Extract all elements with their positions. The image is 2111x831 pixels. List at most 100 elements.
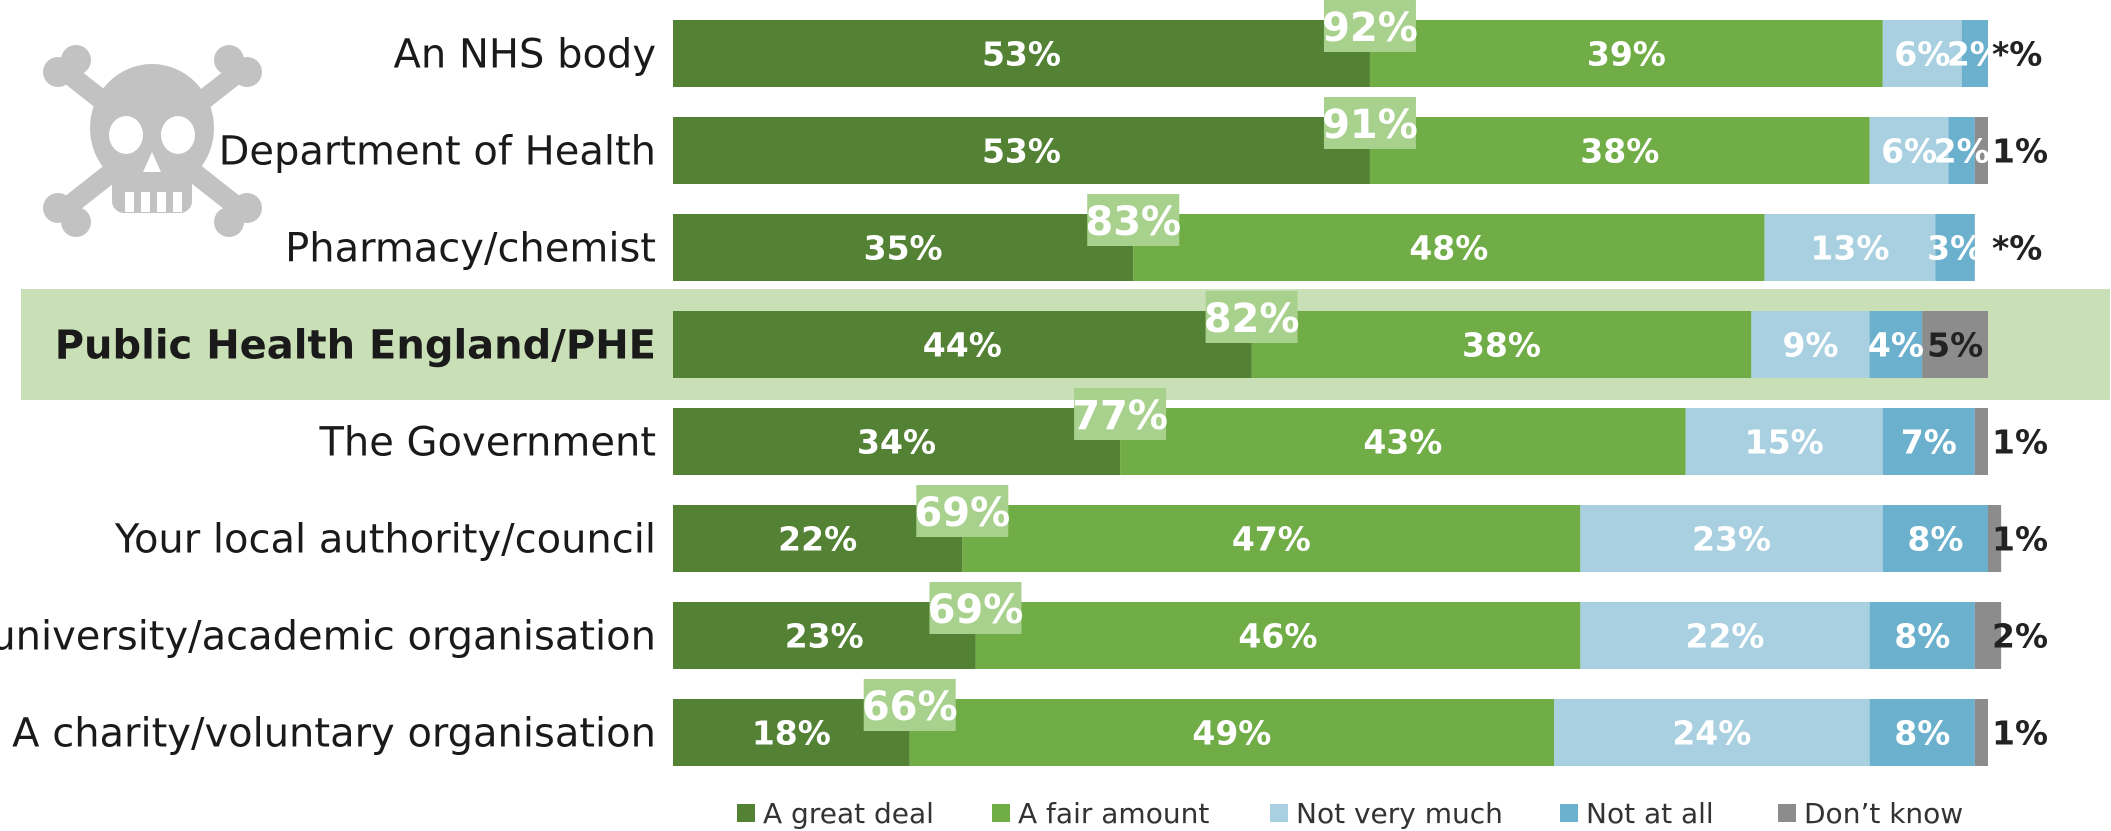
total-badge [1323,0,1416,52]
bar-segment [1869,117,1949,184]
bar-segment [1922,311,1988,378]
data-label: 6% [1881,132,1937,171]
bar-segment [673,505,963,572]
legend-swatch [1560,804,1578,822]
total-badge [929,582,1022,634]
data-label: 23% [785,617,864,656]
skull-crossbones-icon [43,45,262,237]
data-label: *% [1992,229,2042,268]
total-label: 91% [1322,102,1418,148]
data-label: 24% [1672,714,1751,753]
bar-segment [673,311,1252,378]
bar-segment [1974,602,2002,669]
bar-segment [1554,699,1870,766]
data-label: 13% [1810,229,1889,268]
data-label: 1% [1992,423,2048,462]
total-badge [1323,97,1416,149]
bar-segment [975,602,1581,669]
legend-swatch [992,804,1010,822]
data-label: 49% [1192,714,1271,753]
bar-segment [1869,602,1975,669]
bar-segment [1869,311,1923,378]
data-label: 2% [1934,132,1990,171]
legend: A great deal A fair amount Not very much No… [737,797,1963,830]
legend-swatch [1778,804,1796,822]
total-label: 69% [928,587,1024,633]
legend-label: A fair amount [1018,797,1209,830]
data-label: 23% [1692,520,1771,559]
data-label: 1% [1992,520,2048,559]
data-label: 6% [1894,35,1950,74]
bar-segment [1882,505,1988,572]
data-label: 38% [1580,132,1659,171]
category-label: Pharmacy/chemist [285,226,656,272]
bar-segment [1685,408,1883,475]
category-label: Department of Health [219,129,656,175]
data-label: 9% [1782,326,1838,365]
total-badge [1074,388,1167,440]
data-label: 7% [1901,423,1957,462]
total-badge [1205,291,1298,343]
data-label: 1% [1992,714,2048,753]
data-label: 5% [1927,326,1983,365]
total-label: 77% [1072,393,1168,439]
bar-segment [673,20,1370,87]
bar-segment [1882,408,1975,475]
legend-label: Not at all [1586,797,1714,830]
data-label: 1% [1992,132,2048,171]
data-label: 48% [1409,229,1488,268]
data-label: 35% [864,229,943,268]
bar-segment [673,408,1121,475]
bar-segment [1882,20,1962,87]
bar-segment [673,117,1370,184]
total-badge [863,679,956,731]
bar-segment [673,602,976,669]
category-label: Public Health England/PHE [55,323,656,369]
bar-segment [909,699,1555,766]
data-label: 4% [1868,326,1924,365]
bar-segment [1988,505,2002,572]
data-label: 53% [982,35,1061,74]
legend-swatch [1270,804,1288,822]
bar-segment [1251,311,1752,378]
data-label: 2% [1992,617,2048,656]
data-label: 8% [1907,520,1963,559]
bar-segment [1580,505,1883,572]
total-badge [1087,194,1180,246]
category-label: The Government [318,420,656,466]
bar-segment [1133,214,1765,281]
bar-segment [1935,214,1975,281]
data-label: 38% [1462,326,1541,365]
category-label: An NHS body [394,32,656,78]
legend-label: Not very much [1296,797,1503,830]
bar-segment [1869,699,1975,766]
bar-segment [1369,20,1883,87]
data-label: 18% [752,714,831,753]
data-label: 2% [1947,35,2003,74]
legend-label: A great deal [763,797,934,830]
bar-segment [1751,311,1870,378]
total-label: 82% [1204,296,1300,342]
bar-segment [1974,699,1988,766]
total-label: 83% [1085,199,1181,245]
data-label: 46% [1238,617,1317,656]
bar-segment [1120,408,1686,475]
total-label: 69% [914,490,1010,536]
data-label: 8% [1894,714,1950,753]
bar-segment [1580,602,1870,669]
legend-swatch [737,804,755,822]
data-label: *% [1992,35,2042,74]
total-label: 92% [1322,5,1418,51]
data-label: 53% [982,132,1061,171]
data-label: 8% [1894,617,1950,656]
data-label: 43% [1363,423,1442,462]
category-label: Your local authority/council [114,517,656,563]
bar-segment [1974,408,1988,475]
data-label: 3% [1927,229,1983,268]
total-label: 66% [862,684,958,730]
category-label: A charity/voluntary organisation [12,711,656,757]
data-label: 34% [857,423,936,462]
bar-segment [962,505,1581,572]
bar-segment [1369,117,1870,184]
legend-label: Don’t know [1804,797,1963,830]
